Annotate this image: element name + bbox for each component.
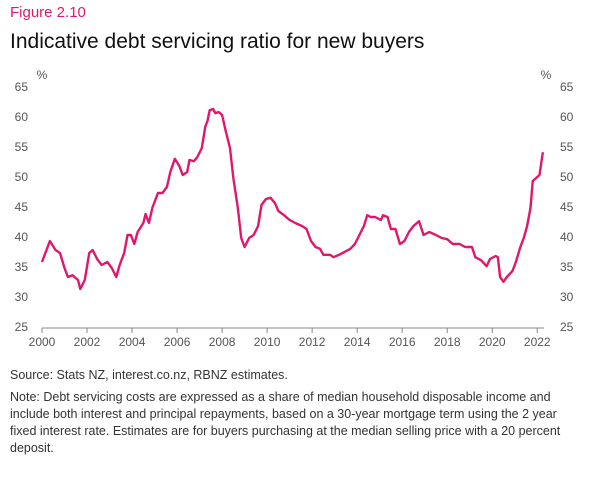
x-tick-label: 2020 — [479, 335, 506, 349]
y-tick-label: 55 — [15, 140, 29, 154]
y2-tick-label: 35 — [560, 260, 574, 274]
y-tick-label: 25 — [15, 320, 29, 334]
y-tick-label: 50 — [15, 170, 29, 184]
x-tick-label: 2016 — [389, 335, 416, 349]
y-axis-label: % — [37, 68, 48, 82]
y2-tick-label: 50 — [560, 170, 574, 184]
x-tick-label: 2010 — [254, 335, 281, 349]
x-tick-label: 2012 — [299, 335, 326, 349]
y-tick-label: 35 — [15, 260, 29, 274]
chart-title: Indicative debt servicing ratio for new … — [10, 30, 425, 53]
y-tick-label: 65 — [15, 80, 29, 94]
y2-tick-label: 60 — [560, 110, 574, 124]
y2-axis-label: % — [541, 68, 552, 82]
y-tick-label: 40 — [15, 230, 29, 244]
y-tick-label: 30 — [15, 290, 29, 304]
source: Source: Stats NZ, interest.co.nz, RBNZ e… — [10, 368, 288, 382]
x-tick-label: 2004 — [119, 335, 146, 349]
line — [40, 107, 545, 291]
y2-tick-label: 55 — [560, 140, 574, 154]
x-tick-label: 2002 — [74, 335, 101, 349]
x-tick-label: 2008 — [209, 335, 236, 349]
y2-tick-label: 65 — [560, 80, 574, 94]
y-tick-label: 60 — [15, 110, 29, 124]
y2-tick-label: 45 — [560, 200, 574, 214]
y2-tick-label: 25 — [560, 320, 574, 334]
x-tick-label: 2006 — [164, 335, 191, 349]
x-tick-label: 2014 — [344, 335, 371, 349]
x-tick-label: 2000 — [29, 335, 56, 349]
y-tick-label: 45 — [15, 200, 29, 214]
y2-tick-label: 30 — [560, 290, 574, 304]
x-tick-label: 2018 — [434, 335, 461, 349]
note: Note: Debt servicing costs are expressed… — [10, 390, 561, 455]
figure-label: Figure 2.10 — [10, 4, 86, 21]
x-tick-label: 2022 — [524, 335, 551, 349]
y2-tick-label: 40 — [560, 230, 574, 244]
